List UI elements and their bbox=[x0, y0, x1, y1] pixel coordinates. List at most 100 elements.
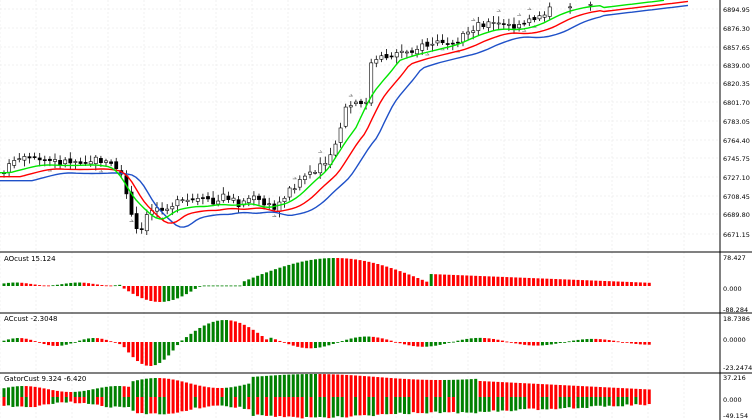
gator-bar bbox=[2, 388, 6, 397]
gator-lower-bar bbox=[131, 397, 135, 411]
ac-bar bbox=[193, 330, 197, 342]
ac-bar bbox=[394, 341, 398, 343]
gator-lower-bar bbox=[594, 397, 598, 406]
ao-bar bbox=[171, 286, 175, 300]
gator-bar bbox=[55, 390, 59, 397]
gator-lower-bar bbox=[104, 397, 108, 408]
candle-body bbox=[99, 158, 103, 163]
gator-lower-bar bbox=[492, 397, 495, 411]
candle-body bbox=[47, 158, 52, 161]
candle-body bbox=[394, 52, 399, 58]
candle-body bbox=[185, 199, 190, 202]
gator-lower-bar bbox=[340, 397, 344, 418]
ac-bar bbox=[122, 342, 126, 348]
ao-bar bbox=[518, 277, 522, 286]
gator-bar bbox=[233, 386, 237, 397]
ac-bar bbox=[24, 338, 28, 342]
ac-bar bbox=[536, 342, 540, 346]
gator-lower-bar bbox=[354, 397, 358, 416]
ao-bar bbox=[420, 279, 424, 286]
gator-bar bbox=[6, 387, 10, 397]
ao-bar bbox=[492, 276, 495, 286]
gator-bar bbox=[558, 385, 562, 397]
gator-lower-bar bbox=[6, 397, 10, 406]
ac-bar bbox=[296, 342, 300, 347]
gator-lower-bar bbox=[420, 397, 424, 414]
ac-tick: -23.2474 bbox=[723, 364, 752, 372]
candle-body bbox=[139, 228, 144, 230]
candle-body bbox=[53, 159, 57, 162]
gator-bar bbox=[82, 390, 86, 397]
gator-lower-bar bbox=[483, 397, 487, 413]
ac-bar bbox=[598, 339, 602, 342]
ao-bar bbox=[242, 281, 246, 286]
ao-bar bbox=[451, 274, 455, 286]
ao-bar bbox=[153, 286, 157, 302]
candle-body bbox=[506, 23, 511, 26]
gator-lower-bar bbox=[443, 397, 447, 413]
ao-bar bbox=[296, 262, 300, 286]
fractal-arrow bbox=[425, 52, 430, 56]
candle-body bbox=[226, 195, 231, 200]
gator-lower-bar bbox=[612, 397, 616, 407]
ao-bar bbox=[598, 280, 602, 286]
candle-body bbox=[343, 106, 348, 127]
ao-bar bbox=[447, 274, 451, 286]
ac-bar bbox=[69, 342, 73, 344]
gator-lower-bar bbox=[540, 397, 544, 410]
gator-lower-bar bbox=[162, 397, 166, 415]
gator-lower-bar bbox=[563, 397, 567, 408]
gator-bar bbox=[51, 390, 55, 397]
ac-bar bbox=[300, 342, 304, 348]
ao-bar bbox=[198, 286, 202, 287]
gator-lower-bar bbox=[273, 397, 277, 417]
gator-lower-bar bbox=[318, 397, 322, 417]
candle-body bbox=[292, 188, 297, 191]
gator-lower-bar bbox=[558, 397, 562, 409]
ao-bar bbox=[260, 274, 264, 286]
candle-body bbox=[323, 163, 328, 166]
gator-bar bbox=[621, 388, 625, 397]
ao-bar bbox=[225, 285, 228, 287]
gator-bar bbox=[229, 387, 233, 397]
ao-bar bbox=[104, 285, 108, 287]
gator-bar bbox=[158, 378, 162, 397]
ao-bar bbox=[33, 284, 37, 286]
gator-bar bbox=[451, 379, 455, 397]
ao-bar bbox=[612, 281, 616, 286]
ao-bar bbox=[500, 276, 504, 286]
ac-bar bbox=[487, 338, 491, 342]
ao-bar bbox=[460, 275, 464, 286]
gator-bar bbox=[167, 378, 171, 397]
candle-body bbox=[195, 198, 200, 202]
ac-bar bbox=[434, 342, 438, 346]
candle-body bbox=[73, 161, 78, 163]
gator-lower-bar bbox=[202, 397, 206, 408]
ao-bar bbox=[47, 285, 50, 287]
candle-body bbox=[22, 156, 27, 161]
gator-bar bbox=[207, 387, 211, 397]
gator-lower-bar bbox=[616, 397, 620, 407]
gator-lower-bar bbox=[2, 397, 6, 406]
ao-bar bbox=[109, 285, 113, 287]
fractal-arrow bbox=[129, 219, 134, 222]
gator-bar bbox=[251, 376, 255, 397]
gator-lower-bar bbox=[425, 397, 429, 414]
ao-bar bbox=[202, 285, 206, 287]
price-tick: 6839.00 bbox=[723, 62, 750, 70]
ac-bar bbox=[20, 338, 24, 342]
candle-body bbox=[476, 22, 481, 31]
price-tick: 6783.05 bbox=[723, 118, 750, 126]
ao-bar bbox=[69, 282, 73, 286]
ac-bar bbox=[47, 342, 50, 346]
gator-bar bbox=[420, 379, 424, 397]
ac-bar bbox=[144, 342, 148, 366]
ac-bar bbox=[389, 340, 393, 342]
ac-bar bbox=[483, 338, 487, 342]
gator-bar bbox=[171, 379, 175, 397]
ac-bar bbox=[167, 342, 171, 356]
gator-lower-bar bbox=[416, 397, 420, 414]
gator-bar bbox=[469, 379, 473, 397]
candle-body bbox=[78, 161, 83, 164]
